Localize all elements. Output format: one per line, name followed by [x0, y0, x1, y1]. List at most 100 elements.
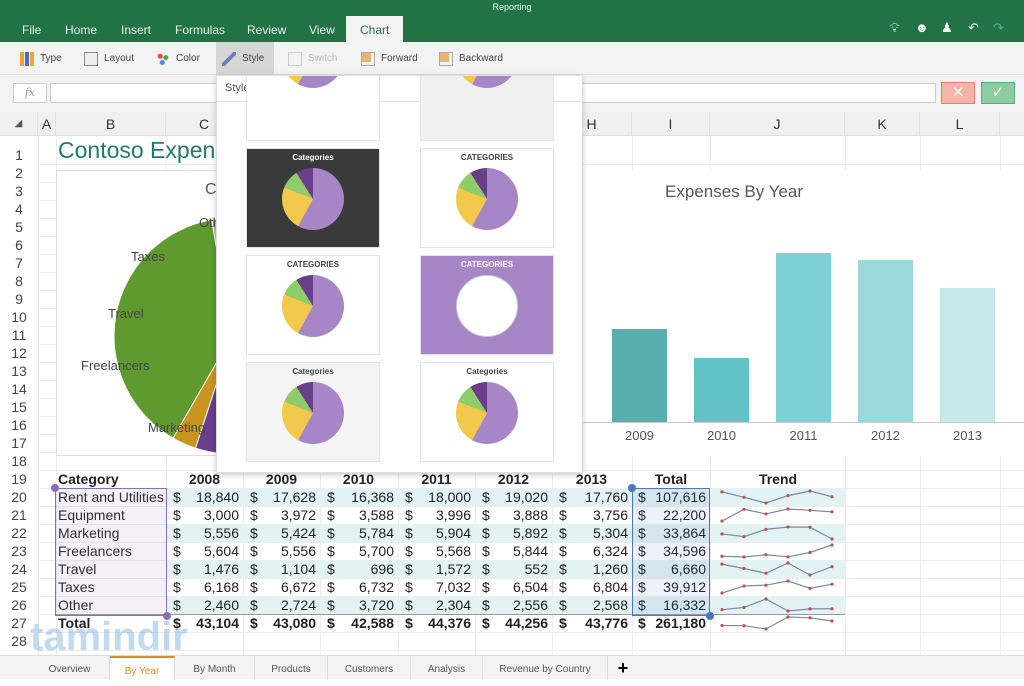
- value-cell[interactable]: 18,000: [428, 489, 471, 505]
- total-cell[interactable]: 107,616: [655, 489, 706, 505]
- row-header-6[interactable]: 6: [15, 237, 23, 253]
- value-cell[interactable]: 3,720: [358, 597, 394, 613]
- layout-button[interactable]: Layout: [78, 42, 140, 75]
- fx-button[interactable]: fx: [13, 83, 47, 103]
- value-cell[interactable]: 5,904: [435, 525, 471, 541]
- row-header-20[interactable]: 20: [11, 489, 27, 505]
- row-header-4[interactable]: 4: [15, 201, 23, 217]
- row-header-3[interactable]: 3: [15, 183, 23, 199]
- value-cell[interactable]: 17,628: [273, 489, 316, 505]
- value-cell[interactable]: 7,032: [435, 579, 471, 595]
- value-cell[interactable]: 5,304: [592, 525, 628, 541]
- sheet-tab-by-year[interactable]: By Year: [110, 656, 175, 680]
- sheet-tab-revenue-by-country[interactable]: Revenue by Country: [483, 656, 608, 680]
- row-header-2[interactable]: 2: [15, 165, 23, 181]
- style-thumbnail[interactable]: Categories: [420, 362, 554, 462]
- row-header-5[interactable]: 5: [15, 219, 23, 235]
- table-header-category[interactable]: Category: [58, 471, 119, 487]
- value-cell[interactable]: 42,588: [351, 615, 394, 631]
- column-header-l[interactable]: L: [920, 112, 1000, 136]
- value-cell[interactable]: 3,000: [203, 507, 239, 523]
- column-header-b[interactable]: B: [56, 112, 166, 136]
- value-cell[interactable]: 3,972: [280, 507, 316, 523]
- row-header-19[interactable]: 19: [11, 471, 27, 487]
- sheet-tab-by-month[interactable]: By Month: [175, 656, 255, 680]
- value-cell[interactable]: 3,588: [358, 507, 394, 523]
- value-cell[interactable]: 43,776: [585, 615, 628, 631]
- value-cell[interactable]: 5,892: [512, 525, 548, 541]
- value-cell[interactable]: 3,756: [592, 507, 628, 523]
- selection-handle[interactable]: [706, 612, 714, 620]
- value-cell[interactable]: 5,556: [203, 525, 239, 541]
- value-cell[interactable]: 5,784: [358, 525, 394, 541]
- value-cell[interactable]: 3,888: [512, 507, 548, 523]
- value-cell[interactable]: 5,568: [435, 543, 471, 559]
- style-thumbnail[interactable]: CATEGORIES: [420, 255, 554, 355]
- row-header-7[interactable]: 7: [15, 255, 23, 271]
- row-header-24[interactable]: 24: [11, 561, 27, 577]
- style-thumbnail[interactable]: [420, 76, 554, 141]
- selection-handle[interactable]: [51, 484, 59, 492]
- row-header-12[interactable]: 12: [11, 345, 27, 361]
- column-header-a[interactable]: A: [38, 112, 56, 136]
- type-button[interactable]: Type: [14, 42, 68, 75]
- value-cell[interactable]: 5,844: [512, 543, 548, 559]
- select-all-corner[interactable]: ◢: [0, 112, 38, 136]
- category-cell[interactable]: Taxes: [58, 579, 95, 595]
- smiley-icon[interactable]: ☻: [915, 20, 929, 35]
- row-header-17[interactable]: 17: [11, 435, 27, 451]
- value-cell[interactable]: 552: [524, 561, 548, 577]
- switch-button[interactable]: Switch: [282, 42, 343, 75]
- redo-icon[interactable]: ↷: [993, 20, 1004, 35]
- pie-slice-taxes[interactable]: [113, 219, 231, 439]
- value-cell[interactable]: 18,840: [196, 489, 239, 505]
- selection-handle[interactable]: [628, 484, 636, 492]
- value-cell[interactable]: 5,424: [280, 525, 316, 541]
- value-cell[interactable]: 2,724: [280, 597, 316, 613]
- value-cell[interactable]: 6,672: [280, 579, 316, 595]
- row-header-28[interactable]: 28: [11, 633, 27, 649]
- backward-button[interactable]: Backward: [433, 42, 509, 75]
- column-header-i[interactable]: I: [632, 112, 710, 136]
- value-cell[interactable]: 6,732: [358, 579, 394, 595]
- value-cell[interactable]: 6,804: [592, 579, 628, 595]
- row-header-26[interactable]: 26: [11, 597, 27, 613]
- value-cell[interactable]: 1,260: [592, 561, 628, 577]
- sheet-tab-products[interactable]: Products: [255, 656, 328, 680]
- value-cell[interactable]: 44,376: [428, 615, 471, 631]
- tab-chart[interactable]: Chart: [346, 16, 404, 42]
- value-cell[interactable]: 19,020: [505, 489, 548, 505]
- category-cell[interactable]: Rent and Utilities: [58, 489, 164, 505]
- row-header-13[interactable]: 13: [11, 363, 27, 379]
- row-header-16[interactable]: 16: [11, 417, 27, 433]
- row-header-18[interactable]: 18: [11, 453, 27, 469]
- row-header-9[interactable]: 9: [15, 291, 23, 307]
- row-header-21[interactable]: 21: [11, 507, 27, 523]
- sheet-tab-overview[interactable]: Overview: [30, 656, 110, 680]
- value-cell[interactable]: 17,760: [585, 489, 628, 505]
- value-cell[interactable]: 16,368: [351, 489, 394, 505]
- cancel-formula-button[interactable]: ✕: [941, 82, 975, 104]
- value-cell[interactable]: 43,104: [196, 615, 239, 631]
- color-button[interactable]: Color: [150, 42, 206, 75]
- row-header-10[interactable]: 10: [11, 309, 27, 325]
- style-thumbnail[interactable]: [246, 76, 380, 141]
- value-cell[interactable]: 696: [370, 561, 394, 577]
- share-icon[interactable]: ♟: [941, 20, 953, 35]
- column-header-j[interactable]: J: [710, 112, 845, 136]
- table-header-trend[interactable]: Trend: [758, 471, 798, 487]
- value-cell[interactable]: 6,324: [592, 543, 628, 559]
- total-cell[interactable]: 261,180: [655, 615, 706, 631]
- value-cell[interactable]: 3,996: [435, 507, 471, 523]
- forward-button[interactable]: Forward: [355, 42, 424, 75]
- undo-icon[interactable]: ↶: [968, 20, 979, 35]
- column-header-h[interactable]: H: [552, 112, 632, 136]
- total-cell[interactable]: 33,864: [663, 525, 706, 541]
- category-cell[interactable]: Travel: [58, 561, 97, 577]
- value-cell[interactable]: 6,504: [512, 579, 548, 595]
- bar-chart[interactable]: Expenses By Year 2009 2010 2011 2012 2013: [560, 170, 1024, 456]
- table-header-2012[interactable]: 2012: [497, 471, 530, 487]
- table-header-2010[interactable]: 2010: [342, 471, 375, 487]
- total-range-selection[interactable]: [632, 488, 710, 616]
- category-cell[interactable]: Other: [58, 597, 94, 613]
